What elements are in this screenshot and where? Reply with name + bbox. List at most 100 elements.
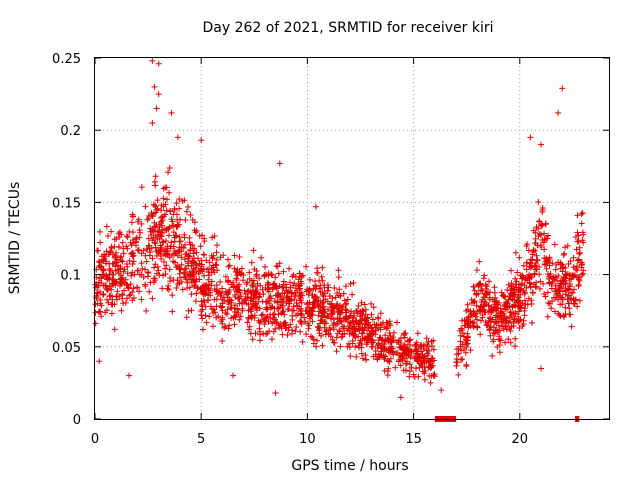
data-point [171, 205, 178, 212]
data-point [112, 252, 119, 259]
y-tick-label: 0.1 [60, 269, 81, 284]
data-point [187, 270, 194, 277]
data-point [417, 343, 424, 350]
data-point [119, 239, 126, 246]
x-axis-title: GPS time / hours [291, 458, 408, 474]
data-point [167, 208, 174, 215]
data-point [163, 251, 170, 258]
data-point [292, 292, 299, 299]
data-point [232, 294, 239, 301]
data-point [98, 313, 105, 320]
data-point [358, 330, 365, 337]
data-point [399, 356, 406, 363]
data-point [565, 300, 572, 307]
data-point [370, 353, 377, 360]
data-point [102, 282, 109, 289]
data-point [234, 306, 241, 313]
data-point [143, 246, 150, 253]
data-point [319, 264, 326, 271]
data-point [199, 232, 206, 239]
data-point [198, 311, 205, 318]
x-tick-label: 0 [91, 432, 99, 447]
data-point [408, 364, 415, 371]
data-point [424, 352, 431, 359]
data-point [309, 318, 316, 325]
data-point [536, 285, 543, 292]
data-point [274, 305, 281, 312]
data-point [149, 255, 156, 262]
data-point [222, 323, 229, 330]
data-point [349, 291, 356, 298]
data-point [430, 337, 437, 344]
data-point [528, 297, 535, 304]
data-point [384, 357, 391, 364]
data-point [108, 228, 115, 235]
data-point [542, 258, 549, 265]
data-point [580, 231, 587, 238]
data-point [128, 272, 135, 279]
data-point [104, 276, 111, 283]
data-point [336, 327, 343, 334]
data-point [347, 320, 354, 327]
data-point [285, 324, 292, 331]
data-point [312, 203, 319, 210]
data-point [487, 323, 494, 330]
data-point [575, 232, 582, 239]
data-point [293, 312, 300, 319]
data-point [119, 258, 126, 265]
data-point [345, 325, 352, 332]
data-point [276, 293, 283, 300]
data-point [331, 285, 338, 292]
data-point [159, 226, 166, 233]
data-point [562, 264, 569, 271]
data-point [126, 228, 133, 235]
data-point [245, 315, 252, 322]
data-point [521, 289, 528, 296]
data-point [136, 227, 143, 234]
data-point [395, 356, 402, 363]
data-point [194, 284, 201, 291]
data-point [473, 316, 480, 323]
data-point [272, 325, 279, 332]
data-point [557, 278, 564, 285]
data-point [287, 279, 294, 286]
data-point [481, 309, 488, 316]
data-point [293, 299, 300, 306]
data-point [551, 241, 558, 248]
data-point [290, 307, 297, 314]
data-point [152, 277, 159, 284]
data-point [536, 230, 543, 237]
data-point [155, 249, 162, 256]
data-point [512, 310, 519, 317]
data-point [318, 273, 325, 280]
data-point [224, 294, 231, 301]
data-point [158, 230, 165, 237]
data-point [315, 312, 322, 319]
data-point [479, 303, 486, 310]
data-point [286, 265, 293, 272]
data-point [214, 242, 221, 249]
data-point [218, 318, 225, 325]
data-point [213, 249, 220, 256]
data-point [347, 280, 354, 287]
data-point [363, 317, 370, 324]
data-point [381, 355, 388, 362]
data-point [478, 299, 485, 306]
data-point [261, 273, 268, 280]
data-point [421, 370, 428, 377]
data-point [500, 314, 507, 321]
data-point [125, 372, 132, 379]
data-point [308, 312, 315, 319]
data-point [521, 312, 528, 319]
data-point [498, 318, 505, 325]
data-point [575, 274, 582, 281]
data-point [503, 315, 510, 322]
data-point [392, 364, 399, 371]
data-point [166, 266, 173, 273]
data-point [100, 272, 107, 279]
data-point [425, 343, 432, 350]
data-point [179, 286, 186, 293]
data-point [491, 298, 498, 305]
data-point [246, 275, 253, 282]
x-tick-label: 5 [197, 432, 205, 447]
